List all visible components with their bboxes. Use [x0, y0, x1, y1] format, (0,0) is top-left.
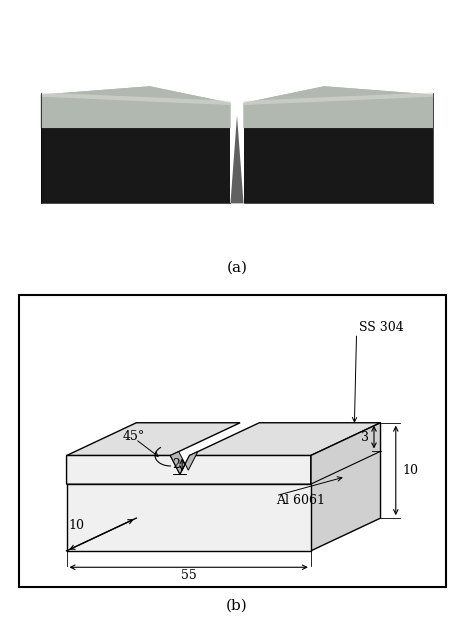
Polygon shape	[41, 128, 230, 204]
Text: 2: 2	[172, 458, 180, 471]
Polygon shape	[311, 423, 381, 551]
Text: 55: 55	[181, 569, 197, 582]
Text: 10: 10	[68, 519, 84, 531]
Polygon shape	[66, 484, 311, 551]
Text: 10: 10	[402, 464, 419, 477]
Polygon shape	[244, 93, 433, 105]
Text: SS 304: SS 304	[359, 321, 403, 334]
Polygon shape	[66, 423, 240, 455]
Text: Al 6061: Al 6061	[276, 494, 325, 507]
Text: 45°: 45°	[122, 430, 145, 443]
Polygon shape	[41, 86, 230, 128]
Polygon shape	[244, 86, 433, 128]
Polygon shape	[41, 93, 230, 105]
Polygon shape	[230, 115, 244, 204]
Text: 3: 3	[361, 430, 369, 444]
Text: (b): (b)	[226, 598, 248, 612]
Text: (a): (a)	[227, 261, 247, 275]
Polygon shape	[190, 423, 381, 455]
Polygon shape	[244, 128, 433, 204]
Polygon shape	[170, 451, 198, 474]
Polygon shape	[66, 455, 311, 484]
